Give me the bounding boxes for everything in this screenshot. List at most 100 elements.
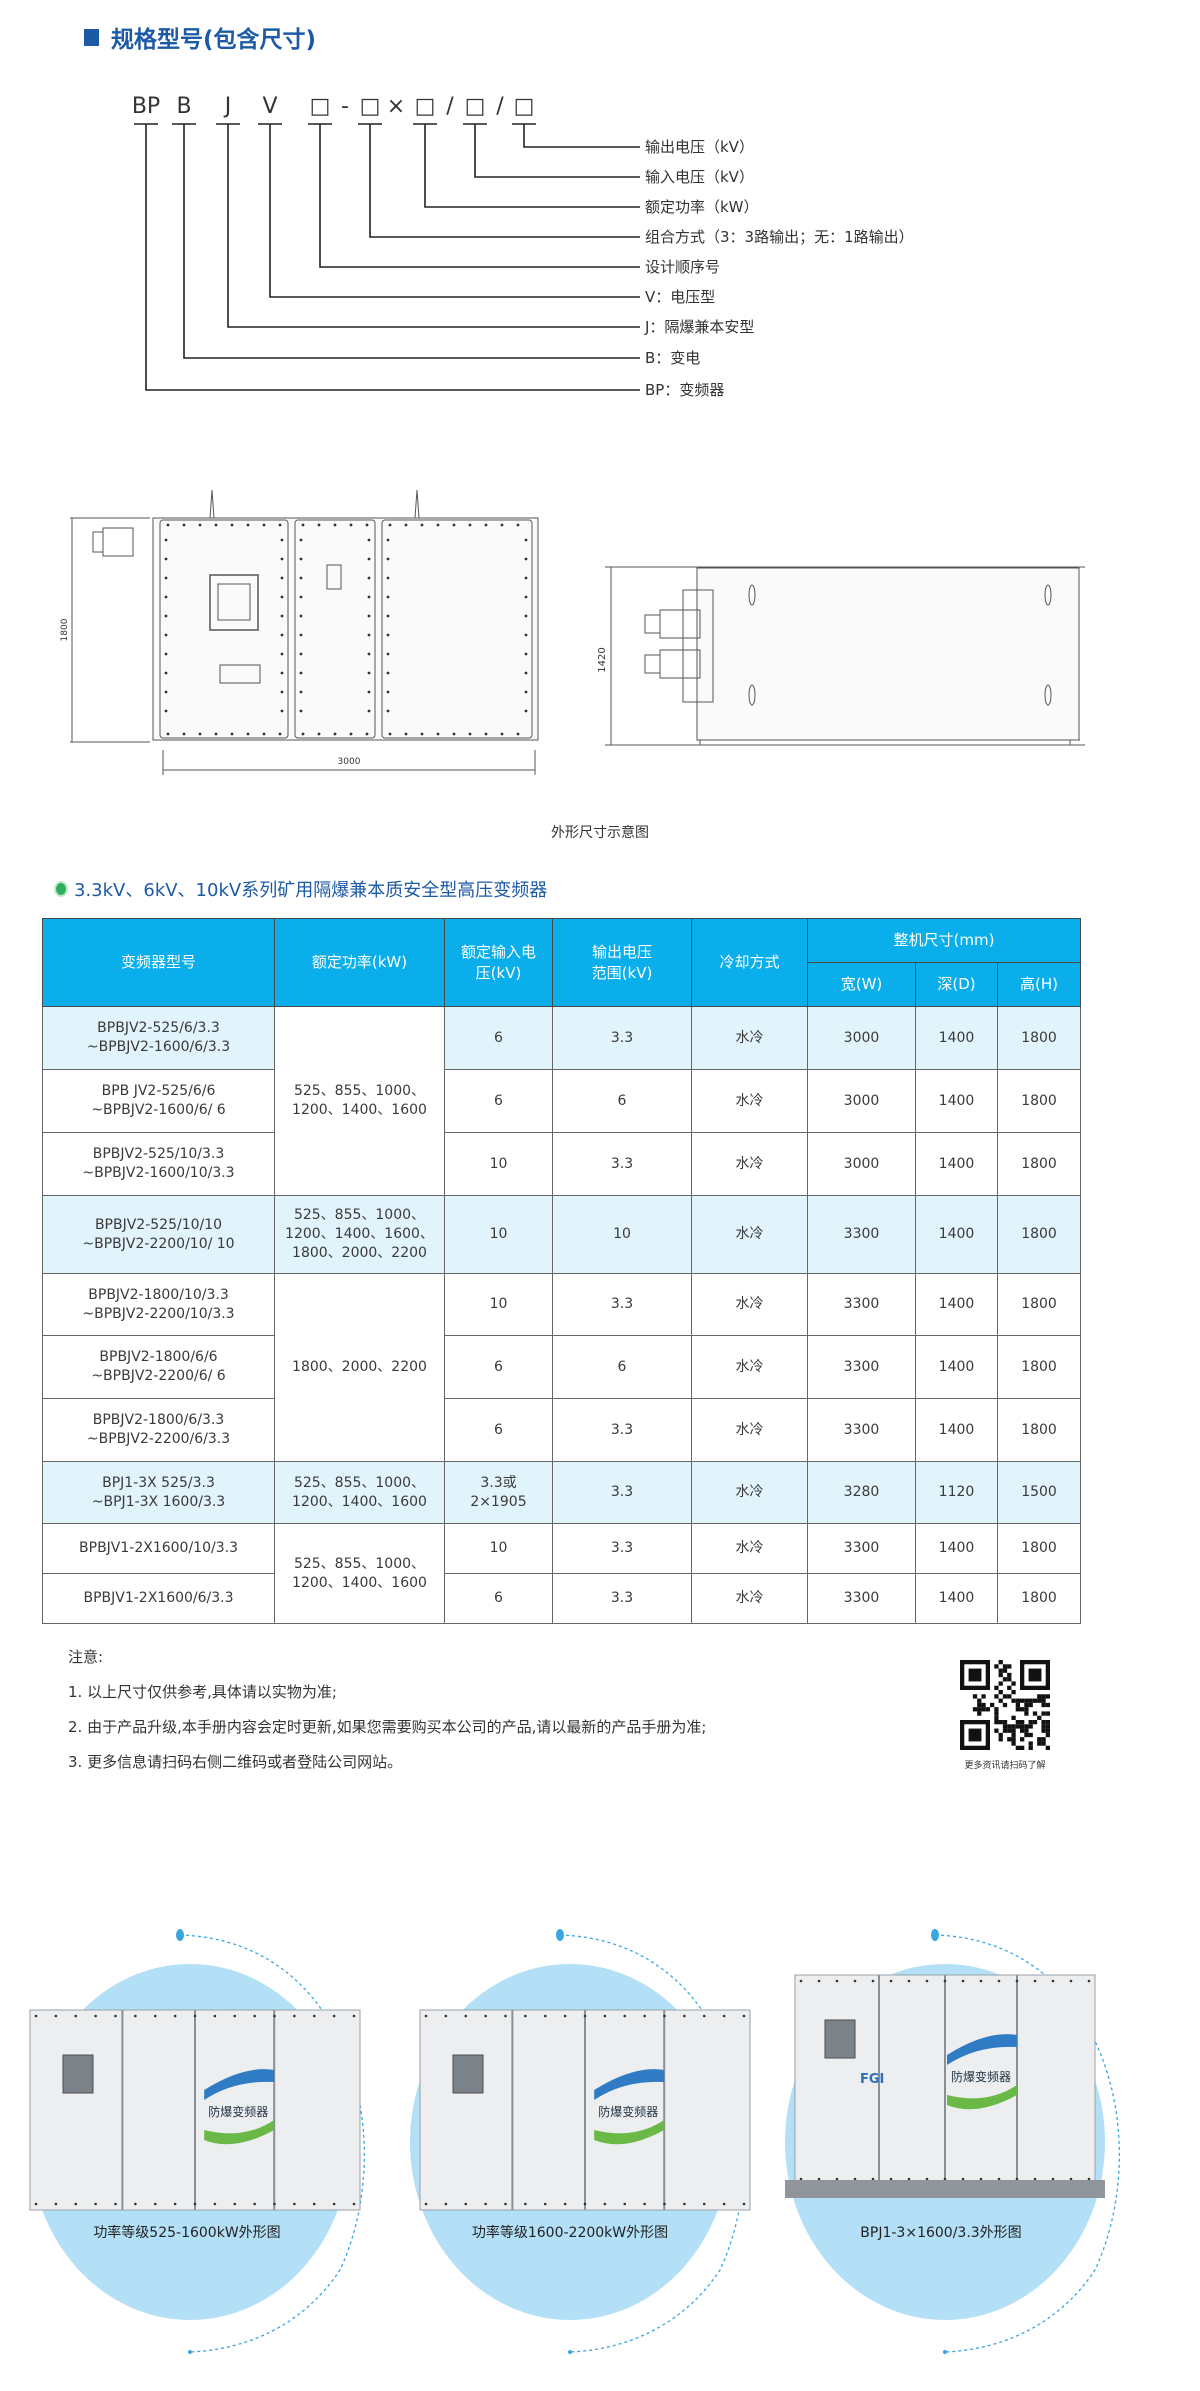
cell-model: BPB JV2-525/6/6 ~BPBJV2-1600/6/ 6 xyxy=(42,1069,275,1133)
cell-depth: 1400 xyxy=(915,1523,998,1574)
notes: 注意: 1. 以上尺寸仅供参考,具体请以实物为准; 2. 由于产品升级,本手册内… xyxy=(68,1640,706,1780)
cell-model: BPJ1-3X 525/3.3 ~BPJ1-3X 1600/3.3 xyxy=(42,1461,275,1524)
cell-width: 3000 xyxy=(807,1132,916,1196)
model-code-label: 额定功率（kW） xyxy=(645,198,759,216)
code-leader-line xyxy=(319,124,640,268)
cell-cooling: 水冷 xyxy=(691,1132,808,1196)
table-row: BPJ1-3X 525/3.3 ~BPJ1-3X 1600/3.3 525、855… xyxy=(42,1461,1082,1524)
front-view: 1800 3000 xyxy=(60,489,539,775)
side-view: 1420 xyxy=(597,566,1085,746)
table-row: BPB JV2-525/6/6 ~BPBJV2-1600/6/ 6 6 6 水冷 300… xyxy=(42,1069,1082,1133)
cell-model: BPBJV1-2X1600/6/3.3 xyxy=(42,1573,275,1624)
drawing-caption: 外形尺寸示意图 xyxy=(551,825,649,841)
notes-title: 注意: xyxy=(68,1648,104,1666)
cell-output-voltage: 6 xyxy=(552,1069,692,1133)
cell-power: 525、855、1000、 1200、1400、1600 xyxy=(274,1006,445,1196)
cell-cooling: 水冷 xyxy=(691,1335,808,1399)
cell-output-voltage: 3.3 xyxy=(552,1461,692,1524)
bullet-icon xyxy=(56,883,66,895)
cell-input-voltage: 10 xyxy=(444,1195,553,1274)
cell-input-voltage: 6 xyxy=(444,1398,553,1462)
cell-width: 3300 xyxy=(807,1573,916,1624)
header-size-group: 整机尺寸(mm) xyxy=(806,918,1082,963)
cell-cooling: 水冷 xyxy=(691,1006,808,1070)
model-code-diagram: BP B J V □ - □ × □ / □ / □ 输出电压（kV）输入电压（kV）额定功率（kW）组… xyxy=(132,94,914,399)
cabinet-logo-text: 防爆变频器 xyxy=(951,2069,1011,2084)
model-code-part: / xyxy=(496,94,504,119)
dotted-arc xyxy=(934,1934,1120,2353)
cell-height: 1800 xyxy=(996,1273,1082,1336)
cell-depth: 1120 xyxy=(915,1461,998,1524)
model-code-part: × xyxy=(387,94,405,119)
cell-power: 525、855、1000、 1200、1400、1600 xyxy=(274,1461,445,1524)
arc-dot xyxy=(176,1929,184,1941)
model-code-part: B xyxy=(176,94,191,119)
cell-power: 1800、2000、2200 xyxy=(274,1273,445,1462)
product-1: 防爆变频器 xyxy=(29,1929,365,2354)
cell-cooling: 水冷 xyxy=(691,1273,808,1336)
cell-model: BPBJV1-2X1600/10/3.3 xyxy=(42,1523,275,1574)
cabinet-logo-text: 防爆变频器 xyxy=(598,2104,658,2119)
qr-finder xyxy=(960,1720,990,1750)
model-code-part: □ xyxy=(310,94,331,119)
table-row: BPBJV1-2X1600/6/3.3 6 3.3 水冷 3300 1400 1800 xyxy=(42,1573,1082,1624)
cell-height: 1800 xyxy=(996,1069,1082,1133)
cabinet-logo-text: 防爆变频器 xyxy=(208,2104,268,2119)
cell-depth: 1400 xyxy=(915,1006,998,1070)
cabinet-base xyxy=(785,2180,1105,2198)
arc-dot xyxy=(568,2350,572,2354)
cell-width: 3300 xyxy=(807,1523,916,1574)
blue-swoosh xyxy=(594,2069,665,2100)
cell-depth: 1400 xyxy=(915,1573,998,1624)
note-item: 3. 更多信息请扫码右侧二维码或者登陆公司网站。 xyxy=(68,1753,403,1771)
cell-height: 1800 xyxy=(996,1335,1082,1399)
table-row: BPBJV1-2X1600/10/3.3 525、855、1000、 1200、1… xyxy=(42,1523,1082,1624)
header-depth: 深(D) xyxy=(915,962,998,1007)
cell-output-voltage: 3.3 xyxy=(552,1132,692,1196)
header-input-voltage: 额定输入电 压(kV) xyxy=(444,918,553,1007)
section-heading: 规格型号(包含尺寸) xyxy=(84,20,316,54)
cell-depth: 1400 xyxy=(915,1398,998,1462)
header-model: 变频器型号 xyxy=(42,918,275,1007)
table-row: BPBJV2-1800/6/3.3 ~BPBJV2-2200/6/3.3 6 3.3… xyxy=(42,1398,1082,1462)
arc-dot xyxy=(188,2350,192,2354)
cell-height: 1800 xyxy=(996,1006,1082,1070)
header-power: 额定功率(kW) xyxy=(274,918,445,1007)
cell-input-voltage: 10 xyxy=(444,1523,553,1574)
model-code-label: V：电压型 xyxy=(645,288,715,306)
model-code-label: 输出电压（kV） xyxy=(645,138,754,156)
cell-input-voltage: 6 xyxy=(444,1069,553,1133)
model-code-part: / xyxy=(446,94,454,119)
cell-input-voltage: 6 xyxy=(444,1573,553,1624)
code-leader-line xyxy=(269,124,640,298)
width-dimension: 3000 xyxy=(338,757,361,767)
code-leader-line xyxy=(523,124,640,148)
cell-model: BPBJV2-525/10/10 ~BPBJV2-2200/10/ 10 xyxy=(42,1195,275,1274)
cell-input-voltage: 10 xyxy=(444,1273,553,1336)
product-caption-3: BPJ1-3×1600/3.3外形图 xyxy=(860,2225,1022,2241)
header-output-voltage: 输出电压 范围(kV) xyxy=(552,918,692,1007)
cell-height: 1800 xyxy=(996,1398,1082,1462)
model-code-part: □ xyxy=(360,94,381,119)
qr-code xyxy=(960,1660,1050,1750)
green-swoosh xyxy=(947,2085,1017,2110)
cell-model: BPBJV2-525/6/3.3 ~BPBJV2-1600/6/3.3 xyxy=(42,1006,275,1070)
cell-output-voltage: 3.3 xyxy=(552,1273,692,1336)
cell-output-voltage: 3.3 xyxy=(552,1523,692,1574)
cell-height: 1500 xyxy=(996,1461,1082,1524)
cell-width: 3000 xyxy=(807,1069,916,1133)
product-caption-1: 功率等级525-1600kW外形图 xyxy=(93,2225,281,2241)
green-swoosh xyxy=(594,2120,665,2145)
cell-height: 1800 xyxy=(996,1523,1082,1574)
cell-depth: 1400 xyxy=(915,1273,998,1336)
header-height: 高(H) xyxy=(996,962,1082,1007)
cell-output-voltage: 6 xyxy=(552,1335,692,1399)
cell-depth: 1400 xyxy=(915,1132,998,1196)
display-screen xyxy=(452,2054,484,2094)
cell-depth: 1400 xyxy=(915,1335,998,1399)
cell-model: BPBJV2-1800/6/3.3 ~BPBJV2-2200/6/3.3 xyxy=(42,1398,275,1462)
spec-table: 变频器型号 额定功率(kW) 额定输入电 压(kV) 输出电压 范围(kV) 冷… xyxy=(42,918,1082,1624)
cell-output-voltage: 10 xyxy=(552,1195,692,1274)
note-item: 2. 由于产品升级,本手册内容会定时更新,如果您需要购买本公司的产品,请以最新的… xyxy=(68,1718,707,1736)
cell-cooling: 水冷 xyxy=(691,1398,808,1462)
